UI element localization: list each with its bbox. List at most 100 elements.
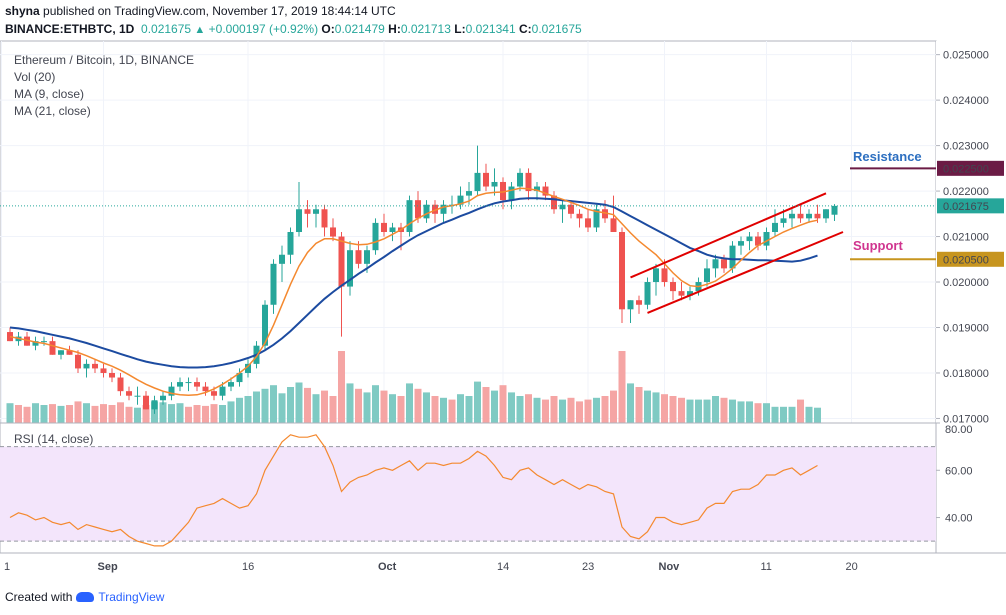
low-value: 0.021341	[465, 22, 516, 36]
support-label: Support	[853, 238, 903, 253]
resistance-label: Resistance	[853, 149, 922, 164]
time-tick-label: Nov	[659, 561, 681, 573]
volume-bar	[406, 383, 413, 423]
volume-bar	[321, 390, 328, 423]
support-price-tag	[937, 251, 1004, 267]
tradingview-brand[interactable]: TradingView	[98, 590, 165, 604]
volume-bar	[423, 392, 430, 423]
low-label: L:	[454, 22, 466, 36]
candle-body	[789, 213, 795, 219]
volume-bar	[457, 394, 464, 423]
symbol-info: BINANCE:ETHBTC, 1D 0.021675 ▲ +0.000197 …	[5, 22, 582, 36]
volume-bar	[712, 396, 719, 423]
volume-bar	[474, 381, 481, 423]
price-tick-label: 0.022000	[943, 186, 989, 198]
volume-bar	[482, 387, 490, 423]
volume-bars	[6, 351, 821, 423]
price-tick-label: 0.025000	[943, 50, 989, 62]
candle-body	[738, 241, 744, 246]
candle-body	[500, 181, 506, 201]
volume-bar	[159, 402, 167, 423]
candle-body	[746, 236, 753, 242]
candle-body	[279, 254, 285, 264]
volume-bar	[567, 397, 575, 423]
symbol[interactable]: BINANCE:ETHBTC, 1D	[5, 22, 135, 36]
candle-body	[177, 382, 183, 387]
support-price: 0.020500	[943, 254, 989, 266]
publish-info: shyna published on TradingView.com, Nove…	[5, 4, 396, 18]
candle-body	[457, 195, 464, 205]
volume-bar	[508, 392, 515, 423]
candle-body	[406, 200, 413, 232]
candle-body	[270, 263, 277, 305]
legend-ma21: MA (21, close)	[14, 104, 91, 118]
time-axis[interactable]	[0, 553, 1006, 578]
volume-bar	[185, 406, 192, 423]
candle-body	[440, 204, 447, 214]
volume-bar	[236, 397, 243, 423]
publisher-user[interactable]: shyna	[5, 4, 40, 18]
chart-header: shyna published on TradingView.com, Nove…	[0, 0, 1006, 40]
candle-body	[712, 259, 719, 269]
candles	[7, 145, 838, 414]
candle-body	[636, 300, 642, 305]
price-tick-label: 0.020000	[943, 277, 989, 289]
rsi-tick-label: 80.00	[945, 424, 973, 436]
candle-body	[568, 204, 574, 214]
volume-bar	[176, 403, 184, 423]
legend-title: Ethereum / Bitcoin, 1D, BINANCE	[14, 53, 194, 67]
price-tick-label: 0.018000	[943, 368, 989, 380]
volume-bar	[338, 351, 345, 423]
candle-body	[525, 172, 532, 192]
candle-body	[313, 209, 319, 214]
candle-body	[185, 382, 192, 384]
candle-body	[491, 181, 498, 187]
candle-body	[117, 377, 124, 392]
candle-body	[559, 204, 566, 210]
volume-bar	[703, 399, 711, 423]
volume-bar	[389, 394, 396, 423]
time-tick-label: 23	[582, 561, 594, 573]
volume-bar	[244, 396, 252, 423]
footer: Created with TradingView	[5, 590, 164, 604]
volume-bar	[134, 407, 141, 423]
volume-bar	[83, 403, 90, 423]
candle-body	[160, 395, 166, 401]
high-value: 0.021713	[400, 22, 451, 36]
candle-body	[585, 218, 591, 228]
volume-bar	[261, 388, 269, 423]
candle-body	[347, 250, 353, 287]
price-change: +0.000197 (+0.92%)	[208, 22, 319, 36]
volume-bar	[142, 405, 150, 423]
volume-bar	[661, 394, 668, 423]
candle-body	[551, 195, 557, 210]
ma21-line	[9, 197, 818, 369]
price-axis[interactable]	[936, 41, 1006, 423]
main-pane[interactable]	[0, 40, 937, 424]
candle-body	[474, 172, 481, 192]
rsi-axis-ticks: 40.00 60.00 80.00	[936, 422, 973, 525]
candle-body	[653, 268, 659, 283]
volume-bar	[746, 401, 753, 423]
candle-body	[704, 268, 710, 283]
candle-body	[678, 291, 685, 296]
candle-body	[542, 186, 549, 196]
candle-body	[593, 209, 600, 228]
volume-bar	[355, 388, 362, 423]
candle-body	[58, 350, 64, 355]
volume-bar	[644, 390, 651, 423]
candle-body	[41, 341, 47, 343]
time-tick-label: Oct	[378, 561, 397, 573]
candle-body	[7, 332, 13, 342]
close-label: C:	[518, 22, 532, 36]
volume-bar	[227, 401, 235, 423]
candle-body	[389, 227, 396, 232]
price-tick-label: 0.021000	[943, 232, 989, 244]
volume-bar	[780, 406, 787, 423]
volume-bar	[627, 383, 634, 423]
legend-ma9: MA (9, close)	[14, 87, 84, 101]
candle-body	[797, 213, 804, 219]
price-chart[interactable]: Resistance Support Ethereum / Bitcoin, 1…	[0, 38, 1006, 580]
candle-body	[432, 204, 438, 214]
volume-bar	[584, 399, 592, 423]
